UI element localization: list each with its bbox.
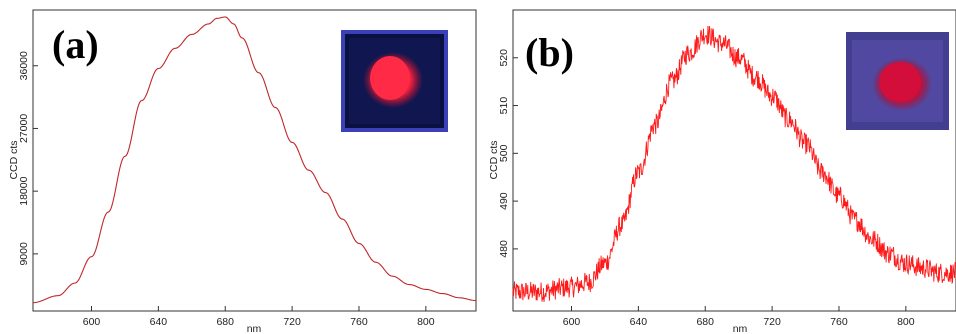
y-tick-label: 510: [498, 97, 510, 115]
panel-a-y-axis-label: CCD cts: [8, 140, 20, 179]
panel-b-series-line: [512, 26, 956, 302]
y-tick-label: 520: [498, 49, 510, 67]
panel-b-y-axis-label: CCD cts: [488, 140, 500, 179]
panel-a-inset-photo: [341, 30, 448, 132]
y-tick-label: 500: [498, 144, 510, 162]
panel-a-plot-frame: [32, 9, 477, 312]
y-tick-label: 18000: [18, 176, 30, 205]
panel-b-y-ticks: 480 490 500 510 520: [498, 49, 518, 258]
x-tick-label: 720: [283, 316, 301, 328]
y-tick-label: 36000: [18, 51, 30, 80]
panel-a-label: (a): [52, 22, 99, 67]
panel-a-x-axis-label: nm: [247, 323, 262, 334]
x-tick-label: 800: [417, 316, 435, 328]
x-tick-label: 640: [630, 316, 648, 328]
x-tick-label: 760: [830, 316, 848, 328]
panel-b-plot-frame: [512, 9, 956, 312]
panel-a: 600 640 680 720 760 800 9000 18000 27000 36000 (…: [8, 9, 477, 334]
panel-a-x-ticks: 600 640 680 720 760 800: [83, 306, 435, 328]
panel-b-label: (b): [525, 30, 574, 75]
panel-b-x-ticks: 600 640 680 720 760 800: [563, 306, 915, 328]
x-tick-label: 640: [150, 316, 168, 328]
y-tick-label: 9000: [18, 242, 30, 266]
panel-a-y-ticks: 9000 18000 27000 36000: [18, 51, 38, 266]
x-tick-label: 600: [83, 316, 101, 328]
x-tick-label: 680: [216, 316, 234, 328]
y-tick-label: 480: [498, 240, 510, 258]
x-tick-label: 760: [350, 316, 368, 328]
x-tick-label: 600: [563, 316, 581, 328]
y-tick-label: 490: [498, 192, 510, 210]
panel-b: 600 640 680 720 760 800 480 490 500 510 520 (b) n…: [488, 9, 956, 334]
panel-a-series-line: [32, 16, 477, 304]
x-tick-label: 680: [696, 316, 714, 328]
y-tick-label: 27000: [18, 114, 30, 143]
x-tick-label: 800: [897, 316, 915, 328]
panel-b-x-axis-label: nm: [733, 323, 748, 334]
panel-b-inset-photo: [846, 32, 949, 130]
x-tick-label: 720: [763, 316, 781, 328]
